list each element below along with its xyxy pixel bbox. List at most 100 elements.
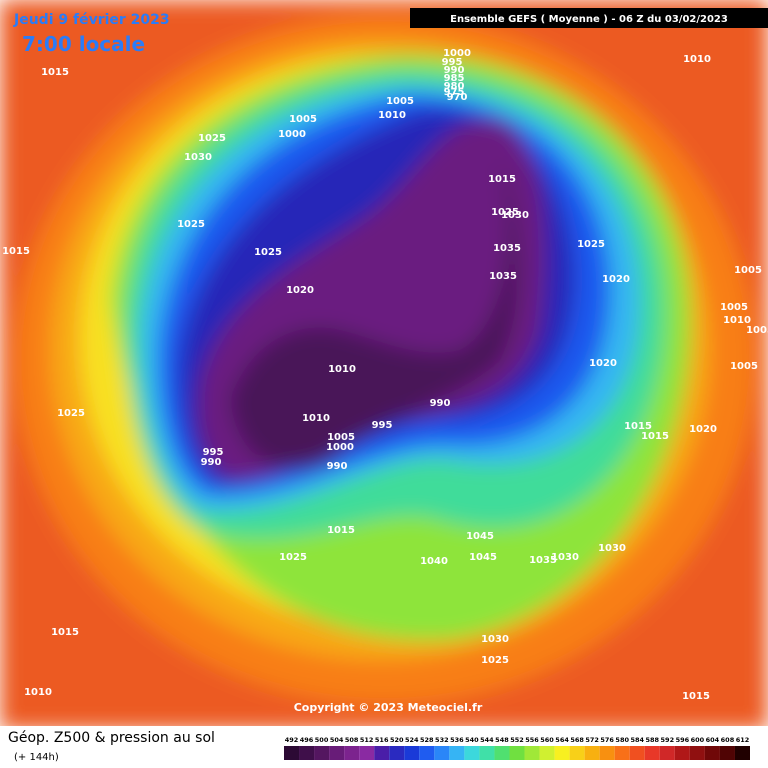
colorbar-tick-label: 516	[375, 736, 389, 744]
isobar-label: 1020	[286, 285, 314, 296]
colorbar-tick-label: 592	[661, 736, 675, 744]
colorbar-tick-label: 560	[540, 736, 554, 744]
isobar-label: 1015	[327, 525, 355, 536]
colorbar-tick-label: 492	[285, 736, 299, 744]
isobar-label: 990	[201, 457, 222, 468]
geopotential-field	[0, 0, 768, 730]
isobar-label: 1020	[689, 424, 717, 435]
isobar-label: 1030	[501, 210, 529, 221]
isobar-label: 995	[203, 447, 224, 458]
colorbar-swatch	[554, 746, 570, 760]
colorbar-tick-label: 548	[495, 736, 509, 744]
isobar-label: 1020	[589, 358, 617, 369]
colorbar-tick-label: 540	[465, 736, 479, 744]
isobar-label: 1015	[41, 67, 69, 78]
isobar-label: 1025	[481, 655, 509, 666]
isobar-label: 1025	[577, 239, 605, 250]
colorbar-tick-label: 584	[630, 736, 644, 744]
colorbar-swatch	[419, 746, 435, 760]
colorbar-tick-label: 500	[315, 736, 329, 744]
isobar-label: 1030	[551, 552, 579, 563]
colorbar-tick-label: 528	[420, 736, 434, 744]
legend-subtitle: (+ 144h)	[14, 752, 59, 763]
colorbar-swatch	[674, 746, 690, 760]
colorbar-tick-label: 536	[450, 736, 464, 744]
colorbar-tick-label: 568	[570, 736, 584, 744]
colorbar-tick-label: 600	[691, 736, 705, 744]
colorbar-swatch	[344, 746, 360, 760]
colorbar-swatch	[389, 746, 405, 760]
isobar-label: 1030	[184, 152, 212, 163]
colorbar-tick-label: 508	[345, 736, 359, 744]
isobar-label: 1025	[177, 219, 205, 230]
colorbar-swatch	[599, 746, 615, 760]
isobar-label: 1025	[279, 552, 307, 563]
colorbar-tick-label: 552	[510, 736, 524, 744]
isobar-label: 1035	[529, 555, 557, 566]
isobar-label: 985	[444, 73, 465, 84]
run-info: Ensemble GEFS ( Moyenne ) - 06 Z du 03/0…	[450, 14, 728, 25]
colorbar-swatch	[644, 746, 660, 760]
isobar-label: 1015	[624, 421, 652, 432]
isobar-label: 1000	[443, 48, 471, 59]
colorbar-swatch	[704, 746, 720, 760]
isobar-label: 990	[444, 65, 465, 76]
isobar-label: 1025	[491, 207, 519, 218]
colorbar-tick-label: 612	[736, 736, 750, 744]
legend-title: Géop. Z500 & pression au sol	[8, 730, 215, 746]
colorbar-tick-label: 596	[676, 736, 690, 744]
colorbar-swatch	[434, 746, 450, 760]
isobar-label: 990	[430, 398, 451, 409]
colorbar-swatch	[734, 746, 750, 760]
isobar-label: 1000	[278, 129, 306, 140]
isobar-label: 1005	[327, 432, 355, 443]
colorbar-tick-label: 588	[646, 736, 660, 744]
isobar-label: 1010	[378, 110, 406, 121]
isobar-label: 1015	[2, 246, 30, 257]
isobar-label: 1010	[24, 687, 52, 698]
isobar-label: 1045	[469, 552, 497, 563]
isobar-label: 1025	[57, 408, 85, 419]
colorbar-tick-label: 580	[615, 736, 629, 744]
isobar-label: 1020	[602, 274, 630, 285]
colorbar-swatch	[539, 746, 555, 760]
forecast-date: Jeudi 9 février 2023	[13, 12, 170, 28]
colorbar-swatch	[584, 746, 600, 760]
isobar-label: 1010	[683, 54, 711, 65]
isobar-label: 1000	[326, 442, 354, 453]
isobar-label: 995	[442, 57, 463, 68]
isobar-label: 990	[327, 461, 348, 472]
isobar-label: 1035	[489, 271, 517, 282]
isobar-label: 995	[372, 420, 393, 431]
colorbar-swatch	[359, 746, 375, 760]
colorbar-tick-label: 512	[360, 736, 374, 744]
colorbar-tick-label: 504	[330, 736, 344, 744]
colorbar-tick-label: 532	[435, 736, 449, 744]
isobar-label: 1015	[51, 627, 79, 638]
colorbar-swatch	[464, 746, 480, 760]
colorbar: 492 496 500 504 508 512 516 520 524 528 532 536 540 5…	[284, 736, 750, 760]
isobar-label: 970	[447, 92, 468, 103]
colorbar-tick-label: 496	[300, 736, 314, 744]
isobar-label: 1025	[198, 133, 226, 144]
colorbar-tick-label: 572	[585, 736, 599, 744]
isobar-label: 1040	[420, 556, 448, 567]
colorbar-swatch	[314, 746, 330, 760]
colorbar-swatch	[659, 746, 675, 760]
isobar-label: 1010	[328, 364, 356, 375]
colorbar-tick-label: 604	[706, 736, 720, 744]
isobar-label: 1005	[746, 325, 768, 336]
isobar-label: 1005	[720, 302, 748, 313]
isobar-label: 1015	[488, 174, 516, 185]
isobar-label: 980	[444, 81, 465, 92]
colorbar-tick-label: 520	[390, 736, 404, 744]
colorbar-swatch	[449, 746, 465, 760]
colorbar-swatch	[299, 746, 315, 760]
colorbar-swatch	[614, 746, 630, 760]
colorbar-swatch	[494, 746, 510, 760]
isobar-label: 1005	[289, 114, 317, 125]
colorbar-swatch	[719, 746, 735, 760]
isobar-label: 1030	[598, 543, 626, 554]
